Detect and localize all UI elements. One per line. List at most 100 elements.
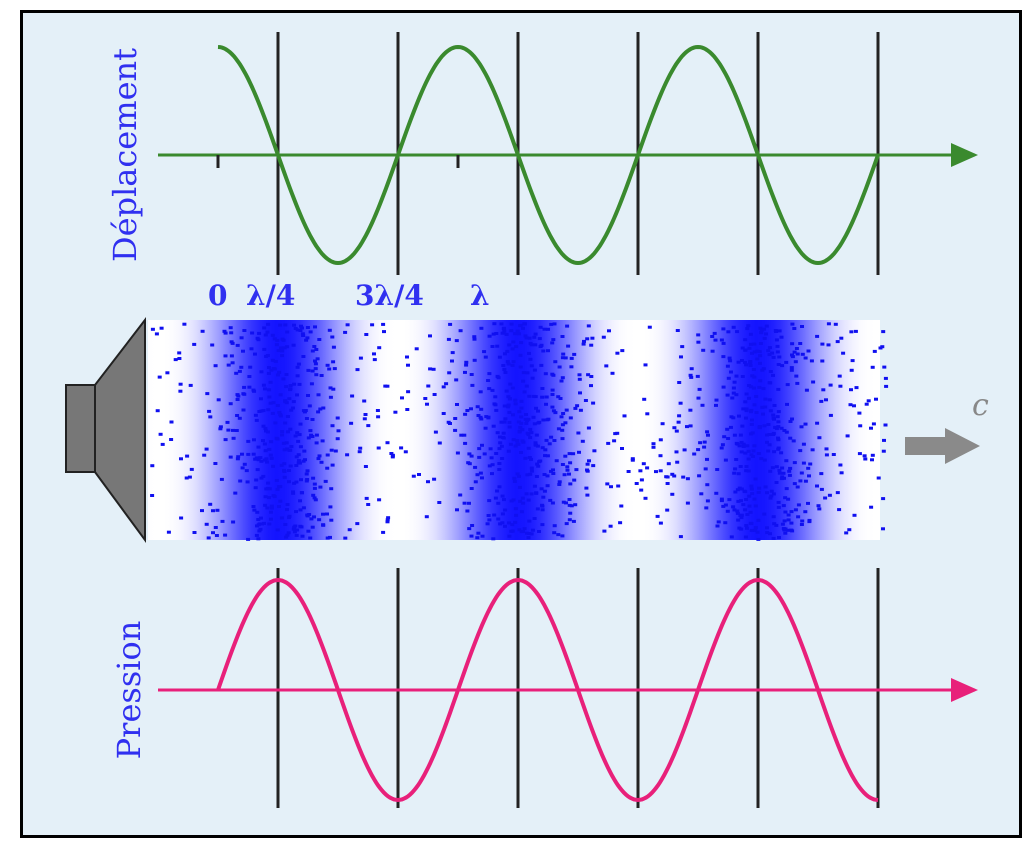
particle bbox=[745, 444, 750, 448]
particle bbox=[501, 364, 506, 367]
particle bbox=[240, 466, 245, 470]
particle bbox=[585, 337, 590, 341]
particle bbox=[296, 453, 301, 457]
particle bbox=[756, 537, 761, 541]
particle bbox=[577, 450, 581, 454]
particle bbox=[715, 468, 720, 471]
particle bbox=[498, 441, 503, 445]
particle bbox=[749, 487, 754, 491]
particle bbox=[670, 472, 675, 476]
particle bbox=[761, 387, 766, 391]
particle bbox=[743, 451, 748, 455]
particle bbox=[527, 394, 532, 398]
particle bbox=[223, 533, 228, 537]
particle bbox=[276, 373, 280, 377]
particle bbox=[306, 436, 311, 440]
particle bbox=[453, 428, 458, 432]
particle bbox=[790, 355, 795, 359]
particle bbox=[734, 374, 739, 378]
particle bbox=[792, 350, 797, 354]
pressure-axis-label: Pression bbox=[110, 621, 148, 760]
particle bbox=[551, 409, 556, 413]
particle bbox=[509, 529, 514, 533]
particle bbox=[757, 385, 762, 389]
particle bbox=[228, 326, 233, 330]
particle bbox=[297, 461, 302, 465]
particle bbox=[779, 335, 784, 339]
particle bbox=[551, 338, 556, 342]
particle bbox=[266, 408, 271, 412]
particle bbox=[844, 531, 849, 535]
particle bbox=[328, 535, 332, 539]
particle bbox=[488, 447, 493, 451]
particle bbox=[504, 389, 509, 393]
particle bbox=[665, 482, 670, 485]
particle bbox=[744, 407, 749, 411]
particle bbox=[363, 413, 368, 416]
particle bbox=[242, 392, 247, 396]
particle bbox=[319, 460, 324, 464]
particle bbox=[558, 397, 563, 400]
particle bbox=[508, 382, 513, 386]
particle bbox=[539, 487, 544, 491]
particle bbox=[645, 466, 650, 470]
particle bbox=[292, 481, 297, 485]
particle bbox=[766, 449, 771, 453]
particle bbox=[777, 471, 782, 475]
particle bbox=[215, 508, 220, 512]
particle bbox=[743, 360, 747, 364]
particle bbox=[328, 395, 333, 399]
particle bbox=[532, 517, 537, 520]
particle bbox=[491, 424, 496, 428]
particle bbox=[777, 468, 782, 472]
particle bbox=[467, 462, 472, 466]
particle bbox=[809, 359, 814, 363]
particle bbox=[835, 340, 840, 344]
particle bbox=[799, 471, 804, 475]
particle bbox=[849, 388, 853, 392]
particle bbox=[774, 465, 779, 469]
particle bbox=[287, 397, 292, 401]
particle bbox=[538, 325, 543, 329]
particle bbox=[526, 433, 531, 437]
particle bbox=[758, 379, 763, 383]
particle bbox=[316, 393, 321, 397]
particle bbox=[490, 472, 494, 476]
particle bbox=[377, 498, 382, 502]
particle bbox=[252, 508, 257, 512]
particle bbox=[789, 366, 794, 370]
particle bbox=[729, 535, 734, 539]
particle bbox=[852, 513, 857, 517]
particle bbox=[743, 535, 748, 539]
particle bbox=[473, 480, 478, 484]
particle bbox=[475, 405, 480, 409]
particle bbox=[223, 354, 228, 358]
particle bbox=[535, 507, 540, 511]
particle bbox=[383, 384, 388, 388]
particle bbox=[540, 395, 545, 399]
particle bbox=[779, 477, 784, 481]
particle bbox=[559, 415, 564, 419]
particle bbox=[291, 527, 296, 531]
particle bbox=[523, 456, 528, 460]
particle bbox=[381, 530, 386, 534]
particle bbox=[279, 463, 284, 467]
particle bbox=[806, 349, 811, 353]
particle bbox=[545, 454, 550, 458]
particle bbox=[757, 425, 762, 429]
particle bbox=[772, 450, 777, 454]
particle bbox=[282, 346, 287, 350]
particle bbox=[251, 452, 256, 456]
particle bbox=[231, 428, 235, 432]
particle bbox=[318, 407, 323, 411]
particle-band bbox=[148, 320, 880, 540]
particle bbox=[794, 347, 799, 350]
particle bbox=[564, 522, 569, 526]
particle bbox=[476, 414, 481, 417]
particle bbox=[561, 500, 566, 504]
particle bbox=[256, 537, 261, 541]
particle bbox=[308, 429, 313, 433]
particle bbox=[569, 504, 574, 508]
particle bbox=[291, 491, 296, 495]
particle bbox=[697, 387, 702, 391]
